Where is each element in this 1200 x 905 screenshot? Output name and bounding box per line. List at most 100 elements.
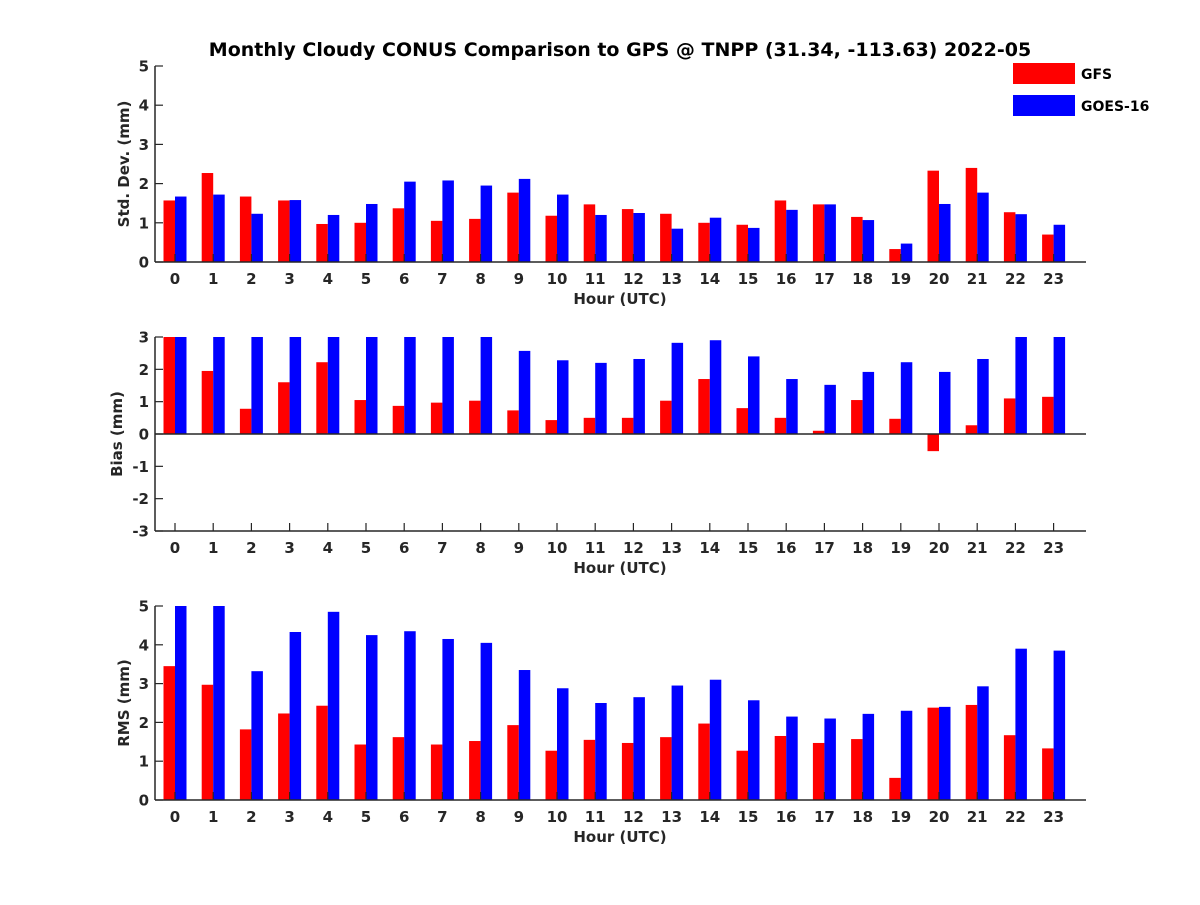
x-tick-label: 23	[1043, 539, 1064, 557]
bar-goes16-hour-10	[557, 194, 569, 262]
x-tick-label: 5	[361, 539, 371, 557]
bar-gfs-hour-13	[660, 213, 672, 262]
x-tick-label: 12	[623, 808, 644, 826]
x-tick-label: 18	[852, 539, 873, 557]
x-tick-label: 9	[514, 808, 524, 826]
x-tick-label: 5	[361, 808, 371, 826]
bar-goes16-hour-1	[213, 606, 225, 800]
bar-gfs-hour-17	[812, 204, 825, 262]
bar-gfs-hour-0	[163, 337, 175, 434]
x-tick-label: 12	[623, 539, 644, 557]
x-tick-label: 8	[475, 270, 485, 288]
bar-gfs-hour-9	[507, 192, 519, 262]
x-tick-label: 2	[246, 808, 256, 826]
x-tick-label: 4	[323, 808, 333, 826]
bar-goes16-hour-20	[939, 371, 951, 434]
bar-gfs-hour-13	[660, 737, 672, 800]
bar-gfs-hour-14	[698, 379, 710, 434]
bar-goes16-hour-1	[213, 194, 225, 262]
bar-gfs-hour-9	[507, 410, 519, 434]
y-tick-label: 3	[139, 675, 149, 693]
y-axis-label: RMS (mm)	[115, 659, 133, 746]
bar-goes16-hour-14	[709, 217, 722, 262]
bar-gfs-hour-2	[239, 196, 252, 262]
bar-goes16-hour-21	[977, 358, 989, 434]
bar-goes16-hour-22	[1015, 337, 1027, 434]
bar-gfs-hour-15	[736, 408, 748, 434]
bar-gfs-hour-9	[507, 725, 519, 800]
bar-gfs-hour-7	[430, 402, 443, 434]
x-tick-label: 2	[246, 270, 256, 288]
y-tick-label: 4	[139, 636, 149, 654]
y-tick-label: 0	[139, 792, 149, 810]
bar-gfs-hour-7	[430, 220, 443, 262]
x-tick-label: 20	[929, 539, 950, 557]
x-tick-label: 8	[475, 539, 485, 557]
y-tick-label: 4	[139, 97, 149, 115]
x-tick-label: 6	[399, 808, 409, 826]
bar-gfs-hour-0	[163, 666, 175, 800]
bar-gfs-hour-11	[583, 739, 596, 800]
bar-gfs-hour-16	[774, 735, 787, 800]
x-tick-label: 0	[170, 270, 180, 288]
x-tick-label: 14	[699, 539, 720, 557]
x-tick-label: 23	[1043, 270, 1064, 288]
bar-goes16-hour-0	[175, 196, 187, 262]
bar-goes16-hour-5	[366, 635, 378, 800]
bar-goes16-hour-17	[824, 718, 836, 800]
bar-goes16-hour-6	[404, 181, 416, 262]
bar-goes16-hour-7	[442, 638, 454, 800]
bar-goes16-hour-23	[1053, 650, 1066, 800]
x-tick-label: 21	[967, 270, 988, 288]
chart-title: Monthly Cloudy CONUS Comparison to GPS @…	[209, 39, 1031, 61]
bar-gfs-hour-19	[889, 249, 901, 262]
x-tick-label: 4	[323, 539, 333, 557]
x-tick-label: 22	[1005, 270, 1026, 288]
x-tick-label: 20	[929, 808, 950, 826]
y-tick-label: 3	[139, 329, 149, 347]
bar-goes16-hour-3	[289, 337, 302, 434]
x-tick-label: 0	[170, 539, 180, 557]
bar-gfs-hour-23	[1042, 234, 1054, 262]
x-tick-label: 8	[475, 808, 485, 826]
bar-gfs-hour-4	[316, 705, 328, 800]
x-tick-label: 17	[814, 270, 835, 288]
bar-gfs-hour-6	[392, 737, 405, 800]
x-axis-label: Hour (UTC)	[573, 828, 666, 846]
bar-gfs-hour-22	[1003, 735, 1016, 800]
bar-goes16-hour-16	[786, 379, 798, 434]
x-tick-label: 1	[208, 270, 218, 288]
x-tick-label: 9	[514, 270, 524, 288]
x-tick-label: 3	[284, 270, 294, 288]
bar-goes16-hour-20	[939, 203, 951, 262]
bar-goes16-hour-14	[709, 340, 722, 434]
bar-gfs-hour-5	[354, 400, 366, 434]
y-tick-label: 1	[139, 753, 149, 771]
bar-gfs-hour-2	[239, 408, 252, 434]
bar-gfs-hour-7	[430, 744, 443, 800]
y-tick-label: 5	[139, 598, 149, 616]
x-tick-label: 17	[814, 539, 835, 557]
bar-goes16-hour-12	[633, 213, 645, 262]
bar-gfs-hour-20	[927, 434, 939, 452]
bar-gfs-hour-8	[469, 400, 481, 434]
bar-goes16-hour-8	[480, 642, 493, 800]
bar-goes16-hour-8	[480, 185, 493, 262]
bar-goes16-hour-22	[1015, 214, 1027, 262]
x-tick-label: 10	[547, 539, 568, 557]
bar-gfs-hour-18	[851, 400, 863, 434]
x-tick-label: 15	[738, 539, 759, 557]
legend-label-gfs: GFS	[1081, 67, 1112, 83]
y-tick-label: 3	[139, 136, 149, 154]
x-tick-label: 21	[967, 539, 988, 557]
x-tick-label: 7	[437, 808, 447, 826]
x-tick-label: 9	[514, 539, 524, 557]
y-tick-label: 5	[139, 58, 149, 76]
bar-goes16-hour-9	[518, 178, 531, 262]
bar-gfs-hour-16	[774, 417, 787, 434]
bar-gfs-hour-22	[1003, 398, 1016, 434]
bar-goes16-hour-4	[327, 214, 340, 262]
